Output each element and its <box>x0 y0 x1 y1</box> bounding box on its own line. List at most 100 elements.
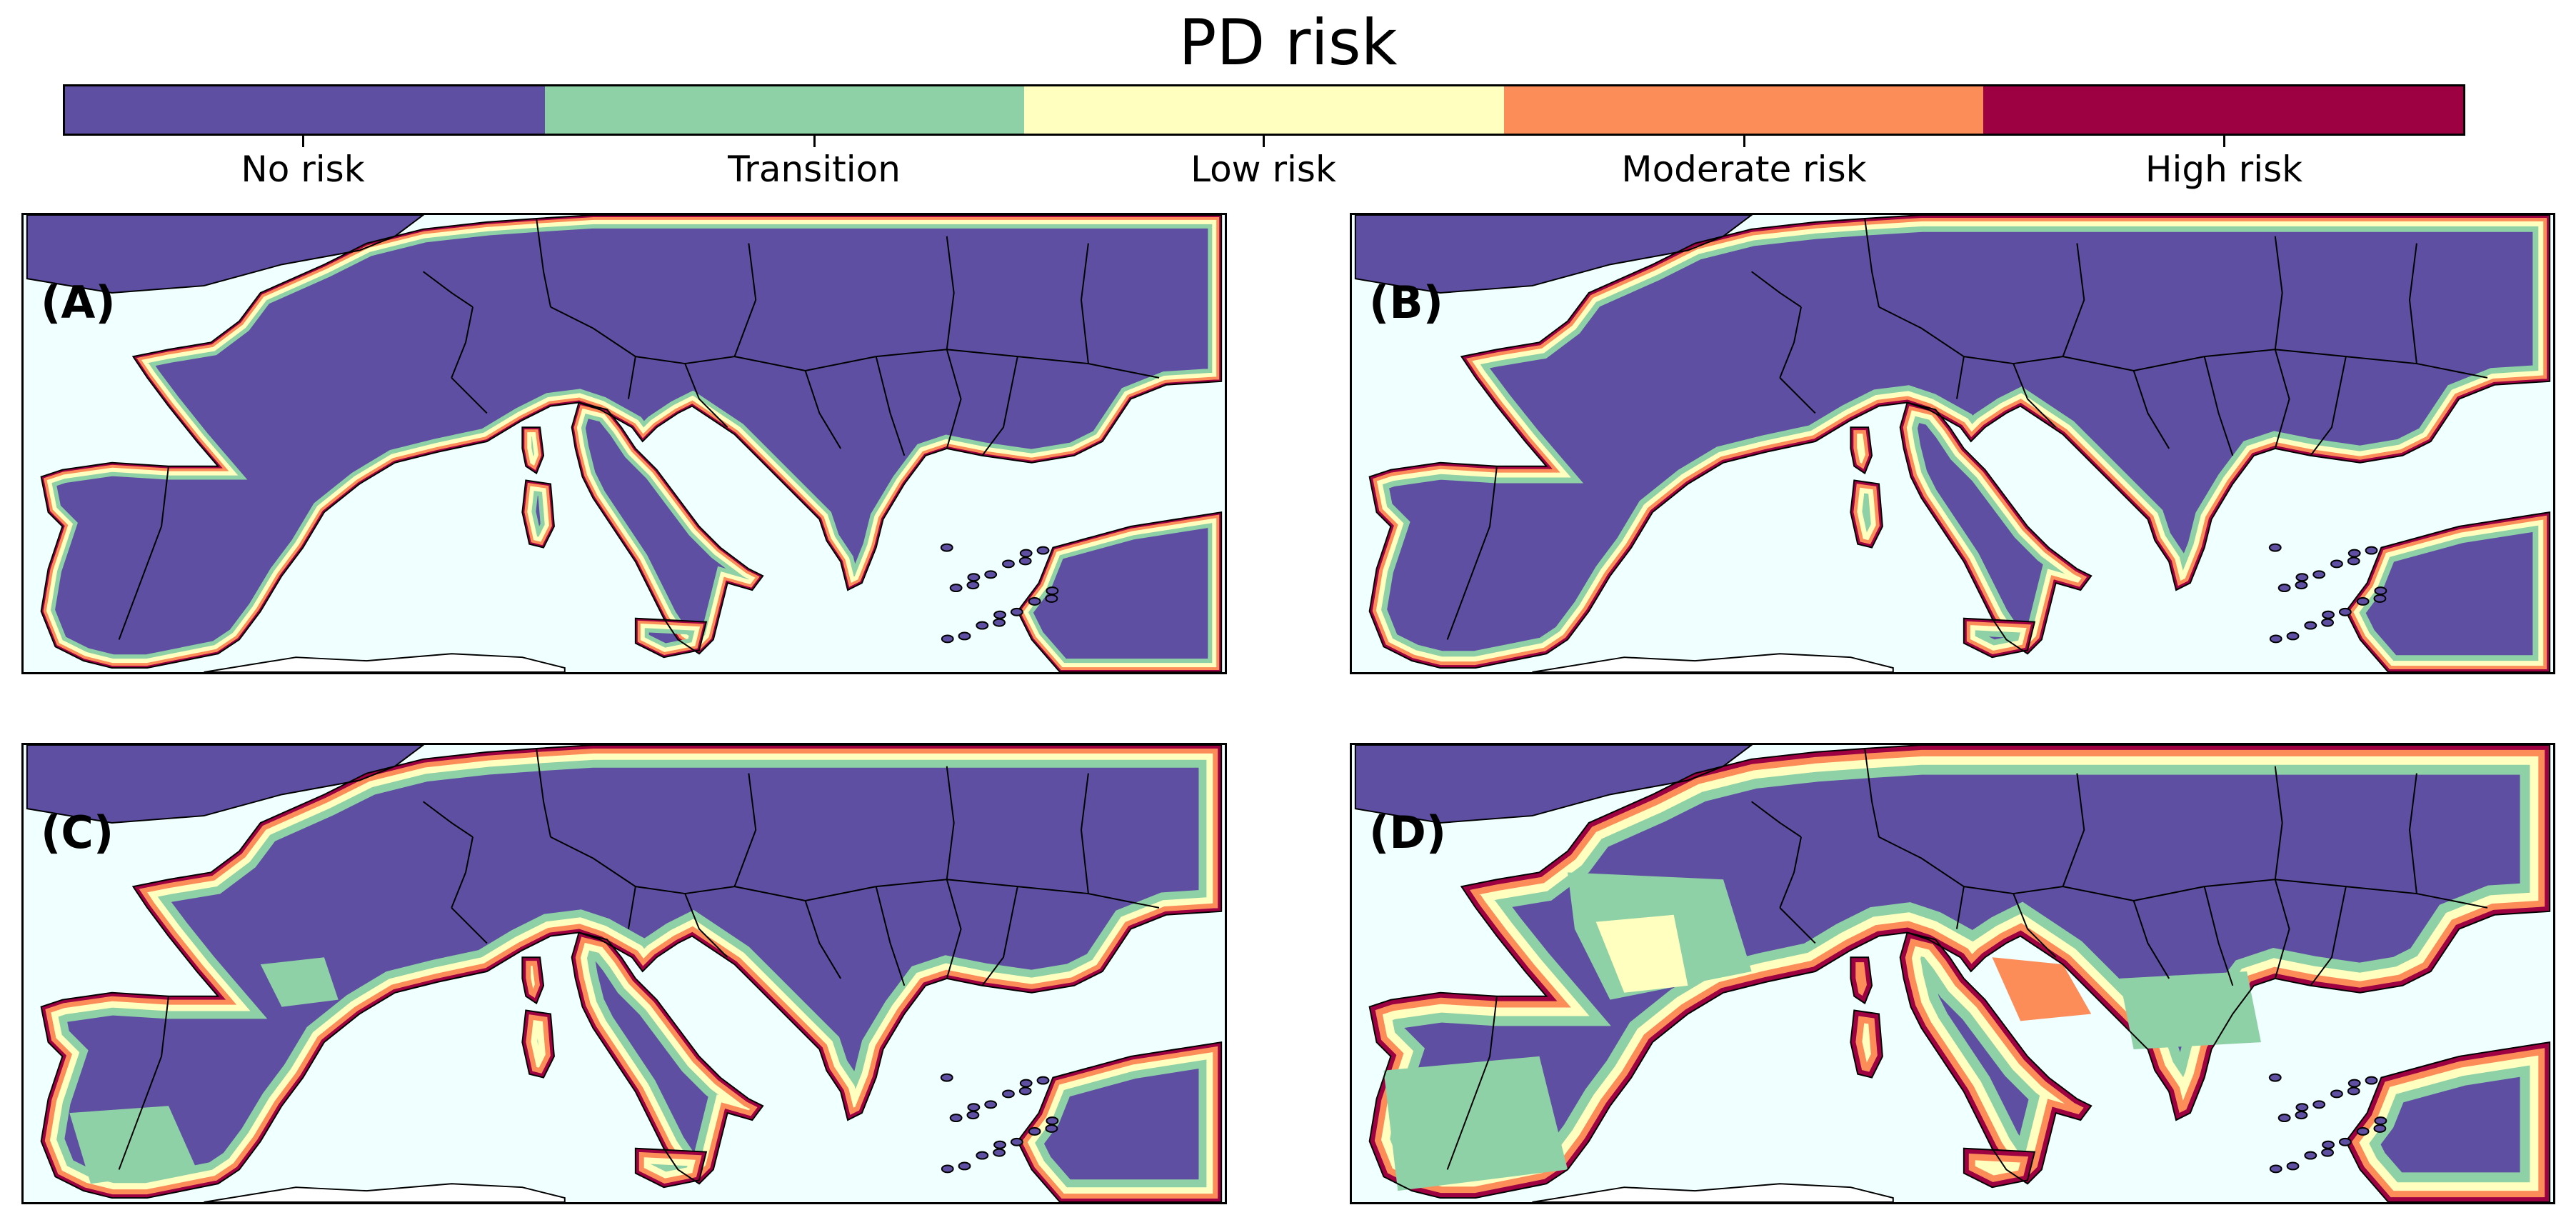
island <box>2295 581 2307 589</box>
risk-map <box>1352 745 2553 1202</box>
panel-label: (B) <box>1369 276 1443 329</box>
island <box>2366 1077 2377 1084</box>
island <box>941 1074 953 1081</box>
island <box>1038 547 1049 554</box>
island <box>2313 1101 2325 1108</box>
colorbar-segment-low-risk <box>1024 86 1504 134</box>
island <box>2322 619 2333 626</box>
island <box>1046 1117 1058 1124</box>
map-panel-c: (C) <box>21 743 1227 1204</box>
legend-label-high-risk: High risk <box>2145 149 2302 190</box>
island <box>2270 1074 2281 1081</box>
map-panel-a: (A) <box>21 213 1227 674</box>
island <box>2322 611 2334 619</box>
risk-map <box>24 215 1225 672</box>
island <box>985 1101 996 1108</box>
colorbar-tick <box>813 136 816 147</box>
risk-patch <box>2120 971 2261 1049</box>
island <box>1038 1077 1049 1084</box>
legend-label-transition: Transition <box>728 149 901 190</box>
colorbar-segment-moderate-risk <box>1504 86 1984 134</box>
island <box>2279 1114 2290 1121</box>
island <box>994 1141 1006 1149</box>
colorbar-tick <box>1263 136 1265 147</box>
island <box>1046 1125 1057 1132</box>
panel-label: (A) <box>41 276 116 329</box>
island <box>1029 598 1041 605</box>
island <box>959 633 971 640</box>
island <box>1003 1090 1014 1097</box>
island <box>985 571 996 578</box>
island <box>968 574 979 581</box>
map-panel-d: (D) <box>1350 743 2555 1204</box>
island <box>2375 587 2386 594</box>
island <box>2357 598 2369 605</box>
island <box>2296 574 2307 581</box>
legend-label-low-risk: Low risk <box>1191 149 1336 190</box>
island <box>2287 1163 2299 1170</box>
island <box>1046 595 1057 602</box>
island <box>951 1114 962 1121</box>
colorbar-tick <box>1743 136 1745 147</box>
island <box>993 619 1005 626</box>
island <box>976 622 988 629</box>
island <box>2340 1139 2351 1146</box>
island <box>2366 547 2377 554</box>
island <box>1021 550 1032 557</box>
island <box>2348 1088 2360 1095</box>
island <box>2270 1165 2282 1172</box>
island <box>2296 1104 2307 1111</box>
island <box>2270 635 2282 642</box>
panel-label: (C) <box>41 806 114 859</box>
chart-title: PD risk <box>0 6 2576 79</box>
island <box>2305 1152 2316 1159</box>
island <box>951 584 962 591</box>
colorbar-segment-no-risk <box>65 86 545 134</box>
legend-label-no-risk: No risk <box>241 149 364 190</box>
island <box>976 1152 988 1159</box>
colorbar-tick <box>302 136 304 147</box>
island <box>1029 1128 1041 1135</box>
island <box>2305 622 2316 629</box>
island <box>1021 1080 1032 1087</box>
risk-map <box>24 745 1225 1202</box>
island <box>968 1104 979 1111</box>
colorbar-segment-transition <box>545 86 1025 134</box>
island <box>2322 1149 2333 1156</box>
colorbar <box>63 84 2465 136</box>
island <box>2340 609 2351 616</box>
colorbar-tick <box>2223 136 2225 147</box>
island <box>2287 633 2299 640</box>
risk-map <box>1352 215 2553 672</box>
island <box>993 1149 1005 1156</box>
island <box>1020 558 1031 565</box>
colorbar-segment-high-risk <box>1983 86 2463 134</box>
island <box>1046 587 1058 594</box>
island <box>2279 584 2290 591</box>
island <box>2357 1128 2369 1135</box>
map-panel-b: (B) <box>1350 213 2555 674</box>
island <box>942 635 953 642</box>
island <box>2374 595 2385 602</box>
island <box>959 1163 971 1170</box>
island <box>2374 1125 2385 1132</box>
island <box>1011 1139 1023 1146</box>
island <box>2375 1117 2386 1124</box>
island <box>1011 609 1023 616</box>
island <box>2322 1141 2334 1149</box>
risk-patch <box>1383 1056 1568 1191</box>
island <box>2270 544 2281 551</box>
island <box>942 1165 953 1172</box>
island <box>967 1111 978 1119</box>
island <box>2349 550 2360 557</box>
island <box>2295 1111 2307 1119</box>
island <box>941 544 953 551</box>
island <box>2331 1090 2342 1097</box>
island <box>1020 1088 1031 1095</box>
island <box>994 611 1006 619</box>
panel-label: (D) <box>1369 806 1446 859</box>
island <box>1003 560 1014 567</box>
island <box>2313 571 2325 578</box>
island <box>2331 560 2342 567</box>
island <box>967 581 978 589</box>
